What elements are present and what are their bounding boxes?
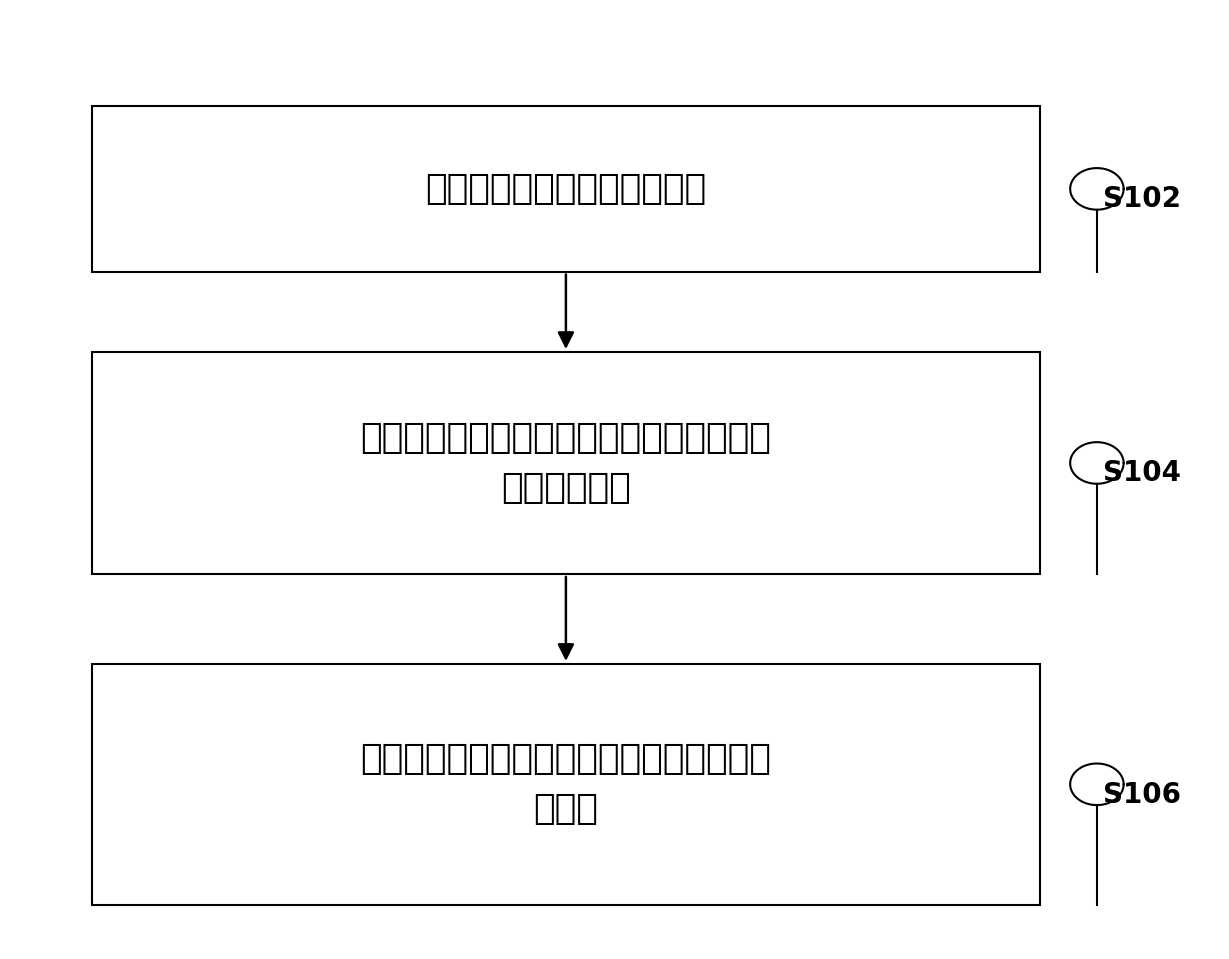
Text: S106: S106 <box>1102 781 1181 808</box>
Bar <box>92 664 1040 904</box>
Bar <box>92 106 1040 271</box>
Text: S102: S102 <box>1102 185 1181 213</box>
Text: S104: S104 <box>1102 459 1181 487</box>
Text: 根据空调所处室内的环境参数调整空调的运
行参数: 根据空调所处室内的环境参数调整空调的运 行参数 <box>360 742 772 827</box>
Text: 获取空调所处室内的图像信息: 获取空调所处室内的图像信息 <box>425 172 707 206</box>
Bar <box>92 352 1040 574</box>
Text: 基于检测模型识别室内的图像信息，得到室
内的环境参数: 基于检测模型识别室内的图像信息，得到室 内的环境参数 <box>360 421 772 505</box>
